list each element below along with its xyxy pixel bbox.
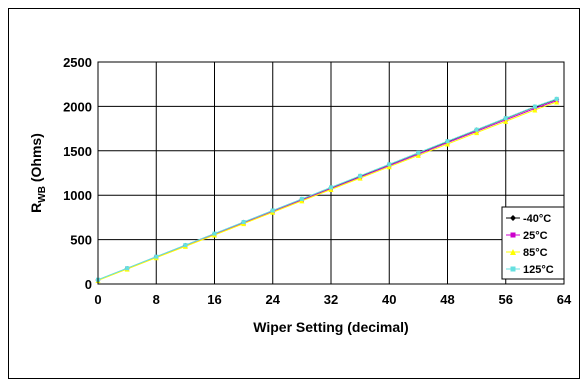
y-tick-label: 1500: [63, 144, 92, 159]
x-tick-label: 40: [382, 292, 396, 307]
chart-frame: 0 8 16 24 32 40 48 56 64 0 500 1000 1500 2000 2500 Wi…: [8, 8, 580, 379]
y-tick-label: 2500: [63, 55, 92, 70]
legend-label: 25°C: [523, 230, 548, 242]
legend-label: 125°C: [523, 264, 554, 276]
y-axis-title-rest: (Ohms): [28, 133, 44, 186]
y-tick-label: 0: [85, 277, 92, 292]
x-tick-label: 48: [440, 292, 454, 307]
data-point: [532, 107, 538, 113]
data-point: [329, 185, 333, 190]
data-point: [183, 243, 188, 248]
data-point: [554, 99, 560, 105]
data-point: [474, 127, 479, 132]
series-layer: [95, 96, 560, 283]
data-point: [445, 141, 450, 147]
data-point: [154, 254, 159, 259]
data-point: [554, 96, 559, 101]
data-point: [503, 116, 508, 121]
y-tick-labels: 0 500 1000 1500 2000 2500: [63, 55, 92, 292]
data-point: [503, 118, 509, 124]
x-tick-label: 0: [94, 292, 101, 307]
y-axis-title: RWB (Ohms): [28, 133, 48, 213]
data-point: [241, 220, 246, 225]
y-axis-title-subscript: WB: [37, 186, 48, 203]
x-tick-label: 64: [557, 292, 572, 307]
data-point: [270, 208, 275, 213]
y-tick-label: 2000: [63, 99, 92, 114]
legend-marker: [510, 249, 516, 255]
data-point: [386, 164, 392, 170]
x-tick-label: 8: [153, 292, 160, 307]
legend-label: 85°C: [523, 247, 548, 259]
data-point: [212, 231, 217, 236]
legend-marker: [510, 215, 516, 221]
x-tick-labels: 0 8 16 24 32 40 48 56 64: [94, 292, 572, 307]
legend-marker: [510, 266, 516, 272]
data-point: [299, 196, 304, 201]
x-tick-label: 16: [207, 292, 221, 307]
data-point: [358, 173, 363, 178]
x-tick-label: 24: [266, 292, 281, 307]
y-tick-label: 500: [70, 233, 92, 248]
x-axis-title: Wiper Setting (decimal): [253, 319, 408, 335]
data-point: [415, 152, 421, 158]
x-tick-label: 32: [324, 292, 338, 307]
series-3: [96, 96, 559, 282]
data-point: [125, 266, 130, 271]
x-tick-label: 56: [499, 292, 513, 307]
data-point: [532, 104, 537, 109]
data-point: [357, 175, 363, 181]
data-point: [328, 187, 334, 193]
data-point: [416, 150, 421, 155]
data-point: [387, 162, 392, 167]
data-point: [445, 139, 450, 144]
plot-border: [97, 61, 565, 285]
legend: -40°C 25°C 85°C 125°C: [501, 206, 565, 280]
y-tick-label: 1000: [63, 188, 92, 203]
chart-svg: 0 8 16 24 32 40 48 56 64 0 500 1000 1500 2000 2500 Wi…: [28, 55, 572, 335]
y-axis-title-main: R: [28, 203, 44, 213]
legend-label: -40°C: [523, 213, 551, 225]
legend-marker: [510, 232, 516, 238]
grid-lines: [98, 62, 564, 284]
data-point: [474, 130, 480, 136]
